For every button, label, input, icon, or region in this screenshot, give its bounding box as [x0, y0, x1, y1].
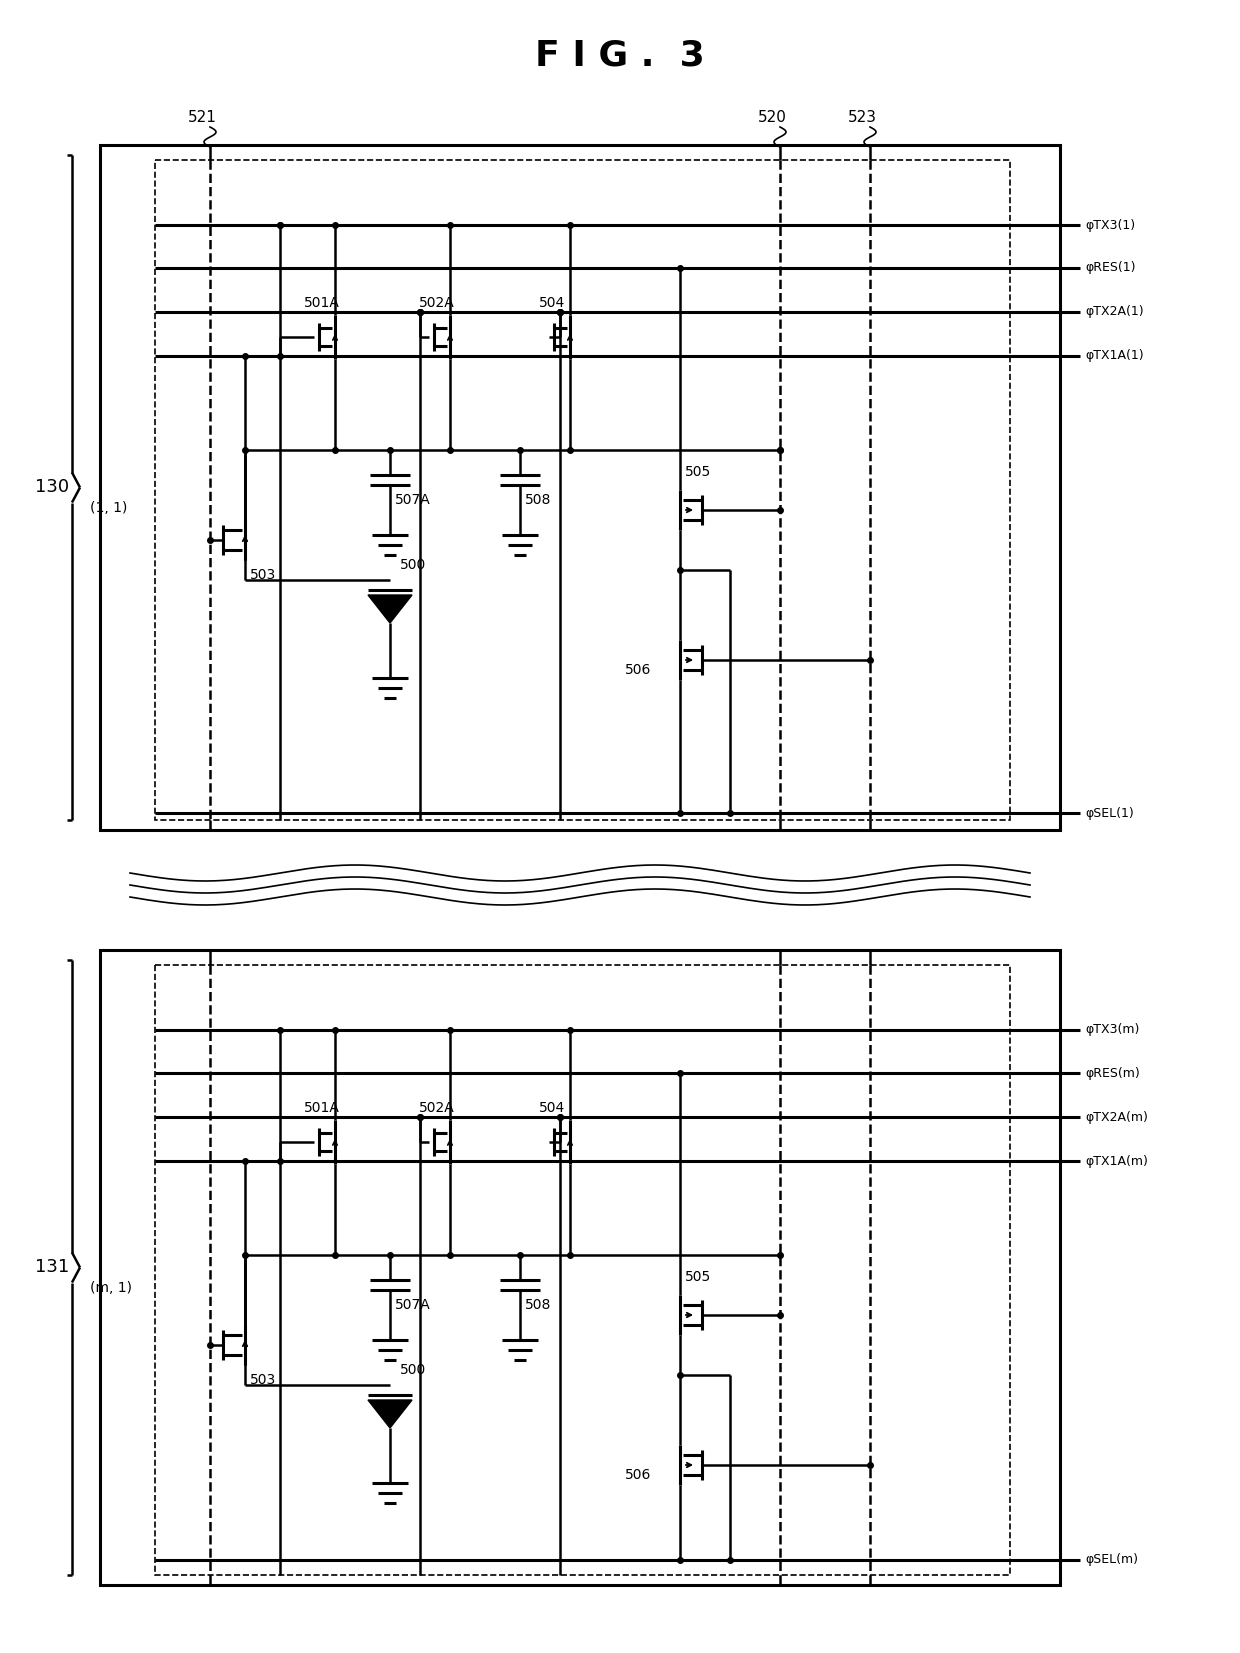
Text: 500: 500 [401, 1364, 427, 1377]
Text: 506: 506 [625, 1468, 651, 1483]
Text: φTX1A(m): φTX1A(m) [1085, 1154, 1148, 1167]
Text: φTX3(m): φTX3(m) [1085, 1023, 1140, 1036]
Text: 520: 520 [758, 109, 786, 124]
Text: 505: 505 [684, 1270, 712, 1284]
Text: (1, 1): (1, 1) [91, 501, 128, 514]
Text: 131: 131 [35, 1258, 69, 1276]
Text: φTX3(1): φTX3(1) [1085, 218, 1135, 231]
Text: 507A: 507A [396, 1298, 430, 1312]
Text: 523: 523 [847, 109, 877, 124]
Text: 500: 500 [401, 559, 427, 572]
Text: 507A: 507A [396, 493, 430, 507]
Text: 502A: 502A [419, 296, 455, 311]
Text: 501A: 501A [304, 1101, 340, 1116]
Text: φRES(m): φRES(m) [1085, 1066, 1140, 1079]
Bar [155, 160, 1011, 820]
Text: F I G .  3: F I G . 3 [536, 38, 704, 73]
Text: 508: 508 [525, 493, 552, 507]
Text: 521: 521 [187, 109, 217, 124]
Text: 506: 506 [625, 663, 651, 678]
Text: 130: 130 [35, 478, 69, 496]
Text: φSEL(1): φSEL(1) [1085, 807, 1133, 820]
Bar [155, 965, 1011, 1575]
Text: φSEL(m): φSEL(m) [1085, 1554, 1138, 1567]
Text: 505: 505 [684, 464, 712, 479]
Text: 501A: 501A [304, 296, 340, 311]
Bar [100, 145, 1060, 830]
Text: 503: 503 [250, 1374, 277, 1387]
Bar [100, 950, 1060, 1585]
Text: 508: 508 [525, 1298, 552, 1312]
Text: 504: 504 [539, 1101, 565, 1116]
Polygon shape [368, 1400, 412, 1428]
Text: 503: 503 [250, 569, 277, 582]
Text: φTX2A(m): φTX2A(m) [1085, 1111, 1148, 1124]
Text: φTX2A(1): φTX2A(1) [1085, 306, 1143, 319]
Polygon shape [368, 595, 412, 623]
Text: (m, 1): (m, 1) [91, 1281, 131, 1294]
Text: 504: 504 [539, 296, 565, 311]
Text: φRES(1): φRES(1) [1085, 261, 1136, 274]
Text: φTX1A(1): φTX1A(1) [1085, 349, 1143, 362]
Text: 502A: 502A [419, 1101, 455, 1116]
